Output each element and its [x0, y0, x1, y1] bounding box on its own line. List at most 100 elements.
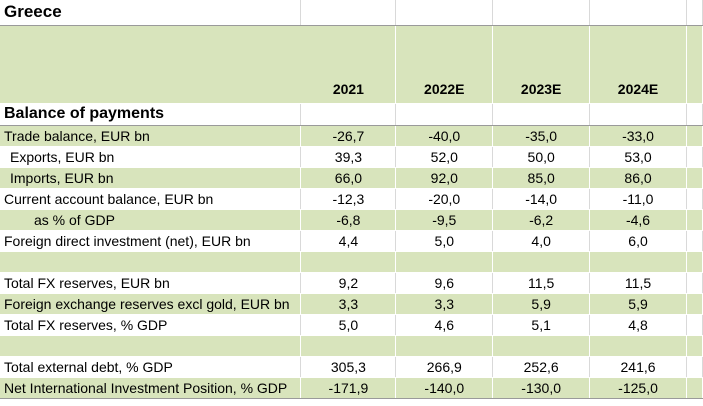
- cell[interactable]: [686, 209, 703, 231]
- value-cell[interactable]: 39,3: [300, 146, 397, 168]
- value-cell[interactable]: 66,0: [300, 167, 397, 189]
- value-cell[interactable]: 9,6: [395, 272, 494, 294]
- value-cell[interactable]: 266,9: [395, 356, 494, 378]
- value-cell[interactable]: 4,6: [395, 314, 494, 336]
- value-cell[interactable]: 4,0: [492, 230, 591, 252]
- sheet-title[interactable]: Greece: [0, 0, 302, 26]
- table-row: Trade balance, EUR bn -26,7 -40,0 -35,0 …: [0, 125, 703, 147]
- section-row: Balance of payments: [0, 103, 703, 126]
- cell[interactable]: [300, 103, 397, 126]
- value-cell[interactable]: 4,8: [589, 314, 687, 336]
- value-cell[interactable]: 53,0: [589, 146, 687, 168]
- header-blank-cell[interactable]: [0, 25, 302, 104]
- year-header-2024e[interactable]: 2024E: [589, 25, 687, 104]
- value-cell[interactable]: [589, 335, 687, 357]
- cell[interactable]: [686, 293, 703, 315]
- year-header-2022e[interactable]: 2022E: [395, 25, 494, 104]
- value-cell[interactable]: -6,8: [300, 209, 397, 231]
- row-label[interactable]: Total FX reserves, % GDP: [0, 314, 302, 336]
- row-label[interactable]: Foreign exchange reserves excl gold, EUR…: [0, 293, 302, 315]
- row-label[interactable]: Total FX reserves, EUR bn: [0, 272, 302, 294]
- value-cell[interactable]: 3,3: [300, 293, 397, 315]
- value-cell[interactable]: [300, 251, 397, 273]
- value-cell[interactable]: [589, 251, 687, 273]
- cell[interactable]: [492, 103, 591, 126]
- cell[interactable]: [686, 230, 703, 252]
- year-header-2023e[interactable]: 2023E: [492, 25, 591, 104]
- row-label[interactable]: Current account balance, EUR bn: [0, 188, 302, 210]
- cell[interactable]: [686, 0, 703, 26]
- cell[interactable]: [686, 314, 703, 336]
- value-cell[interactable]: -130,0: [492, 377, 591, 399]
- cell[interactable]: [395, 0, 494, 26]
- value-cell[interactable]: [395, 335, 494, 357]
- value-cell[interactable]: [300, 335, 397, 357]
- value-cell[interactable]: 305,3: [300, 356, 397, 378]
- value-cell[interactable]: -6,2: [492, 209, 591, 231]
- value-cell[interactable]: -35,0: [492, 125, 591, 147]
- value-cell[interactable]: 85,0: [492, 167, 591, 189]
- value-cell[interactable]: [395, 251, 494, 273]
- cell[interactable]: [300, 0, 397, 26]
- value-cell[interactable]: -171,9: [300, 377, 397, 399]
- row-label[interactable]: [0, 251, 302, 273]
- value-cell[interactable]: -12,3: [300, 188, 397, 210]
- value-cell[interactable]: 11,5: [492, 272, 591, 294]
- cell[interactable]: [686, 167, 703, 189]
- cell[interactable]: [589, 103, 687, 126]
- value-cell[interactable]: 4,4: [300, 230, 397, 252]
- value-cell[interactable]: -125,0: [589, 377, 687, 399]
- value-cell[interactable]: 241,6: [589, 356, 687, 378]
- value-cell[interactable]: -9,5: [395, 209, 494, 231]
- value-cell[interactable]: 5,0: [300, 314, 397, 336]
- row-label[interactable]: Trade balance, EUR bn: [0, 125, 302, 147]
- value-cell[interactable]: -40,0: [395, 125, 494, 147]
- value-cell[interactable]: -33,0: [589, 125, 687, 147]
- row-label[interactable]: Exports, EUR bn: [0, 146, 302, 168]
- year-header-2021[interactable]: 2021: [300, 25, 397, 104]
- row-label[interactable]: Imports, EUR bn: [0, 167, 302, 189]
- value-cell[interactable]: 9,2: [300, 272, 397, 294]
- value-cell[interactable]: -20,0: [395, 188, 494, 210]
- value-cell[interactable]: 5,9: [589, 293, 687, 315]
- value-cell[interactable]: 3,3: [395, 293, 494, 315]
- cell[interactable]: [686, 188, 703, 210]
- value-cell[interactable]: 92,0: [395, 167, 494, 189]
- value-cell[interactable]: 5,1: [492, 314, 591, 336]
- value-cell[interactable]: [492, 335, 591, 357]
- value-cell[interactable]: -14,0: [492, 188, 591, 210]
- value-cell[interactable]: 5,9: [492, 293, 591, 315]
- cell[interactable]: [686, 356, 703, 378]
- value-cell[interactable]: 5,0: [395, 230, 494, 252]
- cell[interactable]: [686, 335, 703, 357]
- row-label[interactable]: Foreign direct investment (net), EUR bn: [0, 230, 302, 252]
- cell[interactable]: [686, 125, 703, 147]
- value-cell[interactable]: 252,6: [492, 356, 591, 378]
- value-cell[interactable]: [492, 251, 591, 273]
- value-cell[interactable]: -4,6: [589, 209, 687, 231]
- value-cell[interactable]: 6,0: [589, 230, 687, 252]
- row-label[interactable]: [0, 335, 302, 357]
- value-cell[interactable]: -11,0: [589, 188, 687, 210]
- section-title[interactable]: Balance of payments: [0, 103, 302, 126]
- value-cell[interactable]: 50,0: [492, 146, 591, 168]
- value-cell[interactable]: 86,0: [589, 167, 687, 189]
- cell[interactable]: [686, 272, 703, 294]
- value-cell[interactable]: 52,0: [395, 146, 494, 168]
- table-row: Total FX reserves, EUR bn 9,2 9,6 11,5 1…: [0, 272, 703, 294]
- cell[interactable]: [686, 146, 703, 168]
- row-label[interactable]: Total external debt, % GDP: [0, 356, 302, 378]
- row-label[interactable]: as % of GDP: [0, 209, 302, 231]
- cell[interactable]: [395, 103, 494, 126]
- cell[interactable]: [589, 0, 687, 26]
- spacer-row: [0, 335, 703, 357]
- cell[interactable]: [686, 103, 703, 126]
- cell[interactable]: [686, 25, 703, 104]
- value-cell[interactable]: -140,0: [395, 377, 494, 399]
- cell[interactable]: [686, 377, 703, 399]
- cell[interactable]: [686, 251, 703, 273]
- value-cell[interactable]: -26,7: [300, 125, 397, 147]
- row-label[interactable]: Net International Investment Position, %…: [0, 377, 302, 399]
- cell[interactable]: [492, 0, 591, 26]
- value-cell[interactable]: 11,5: [589, 272, 687, 294]
